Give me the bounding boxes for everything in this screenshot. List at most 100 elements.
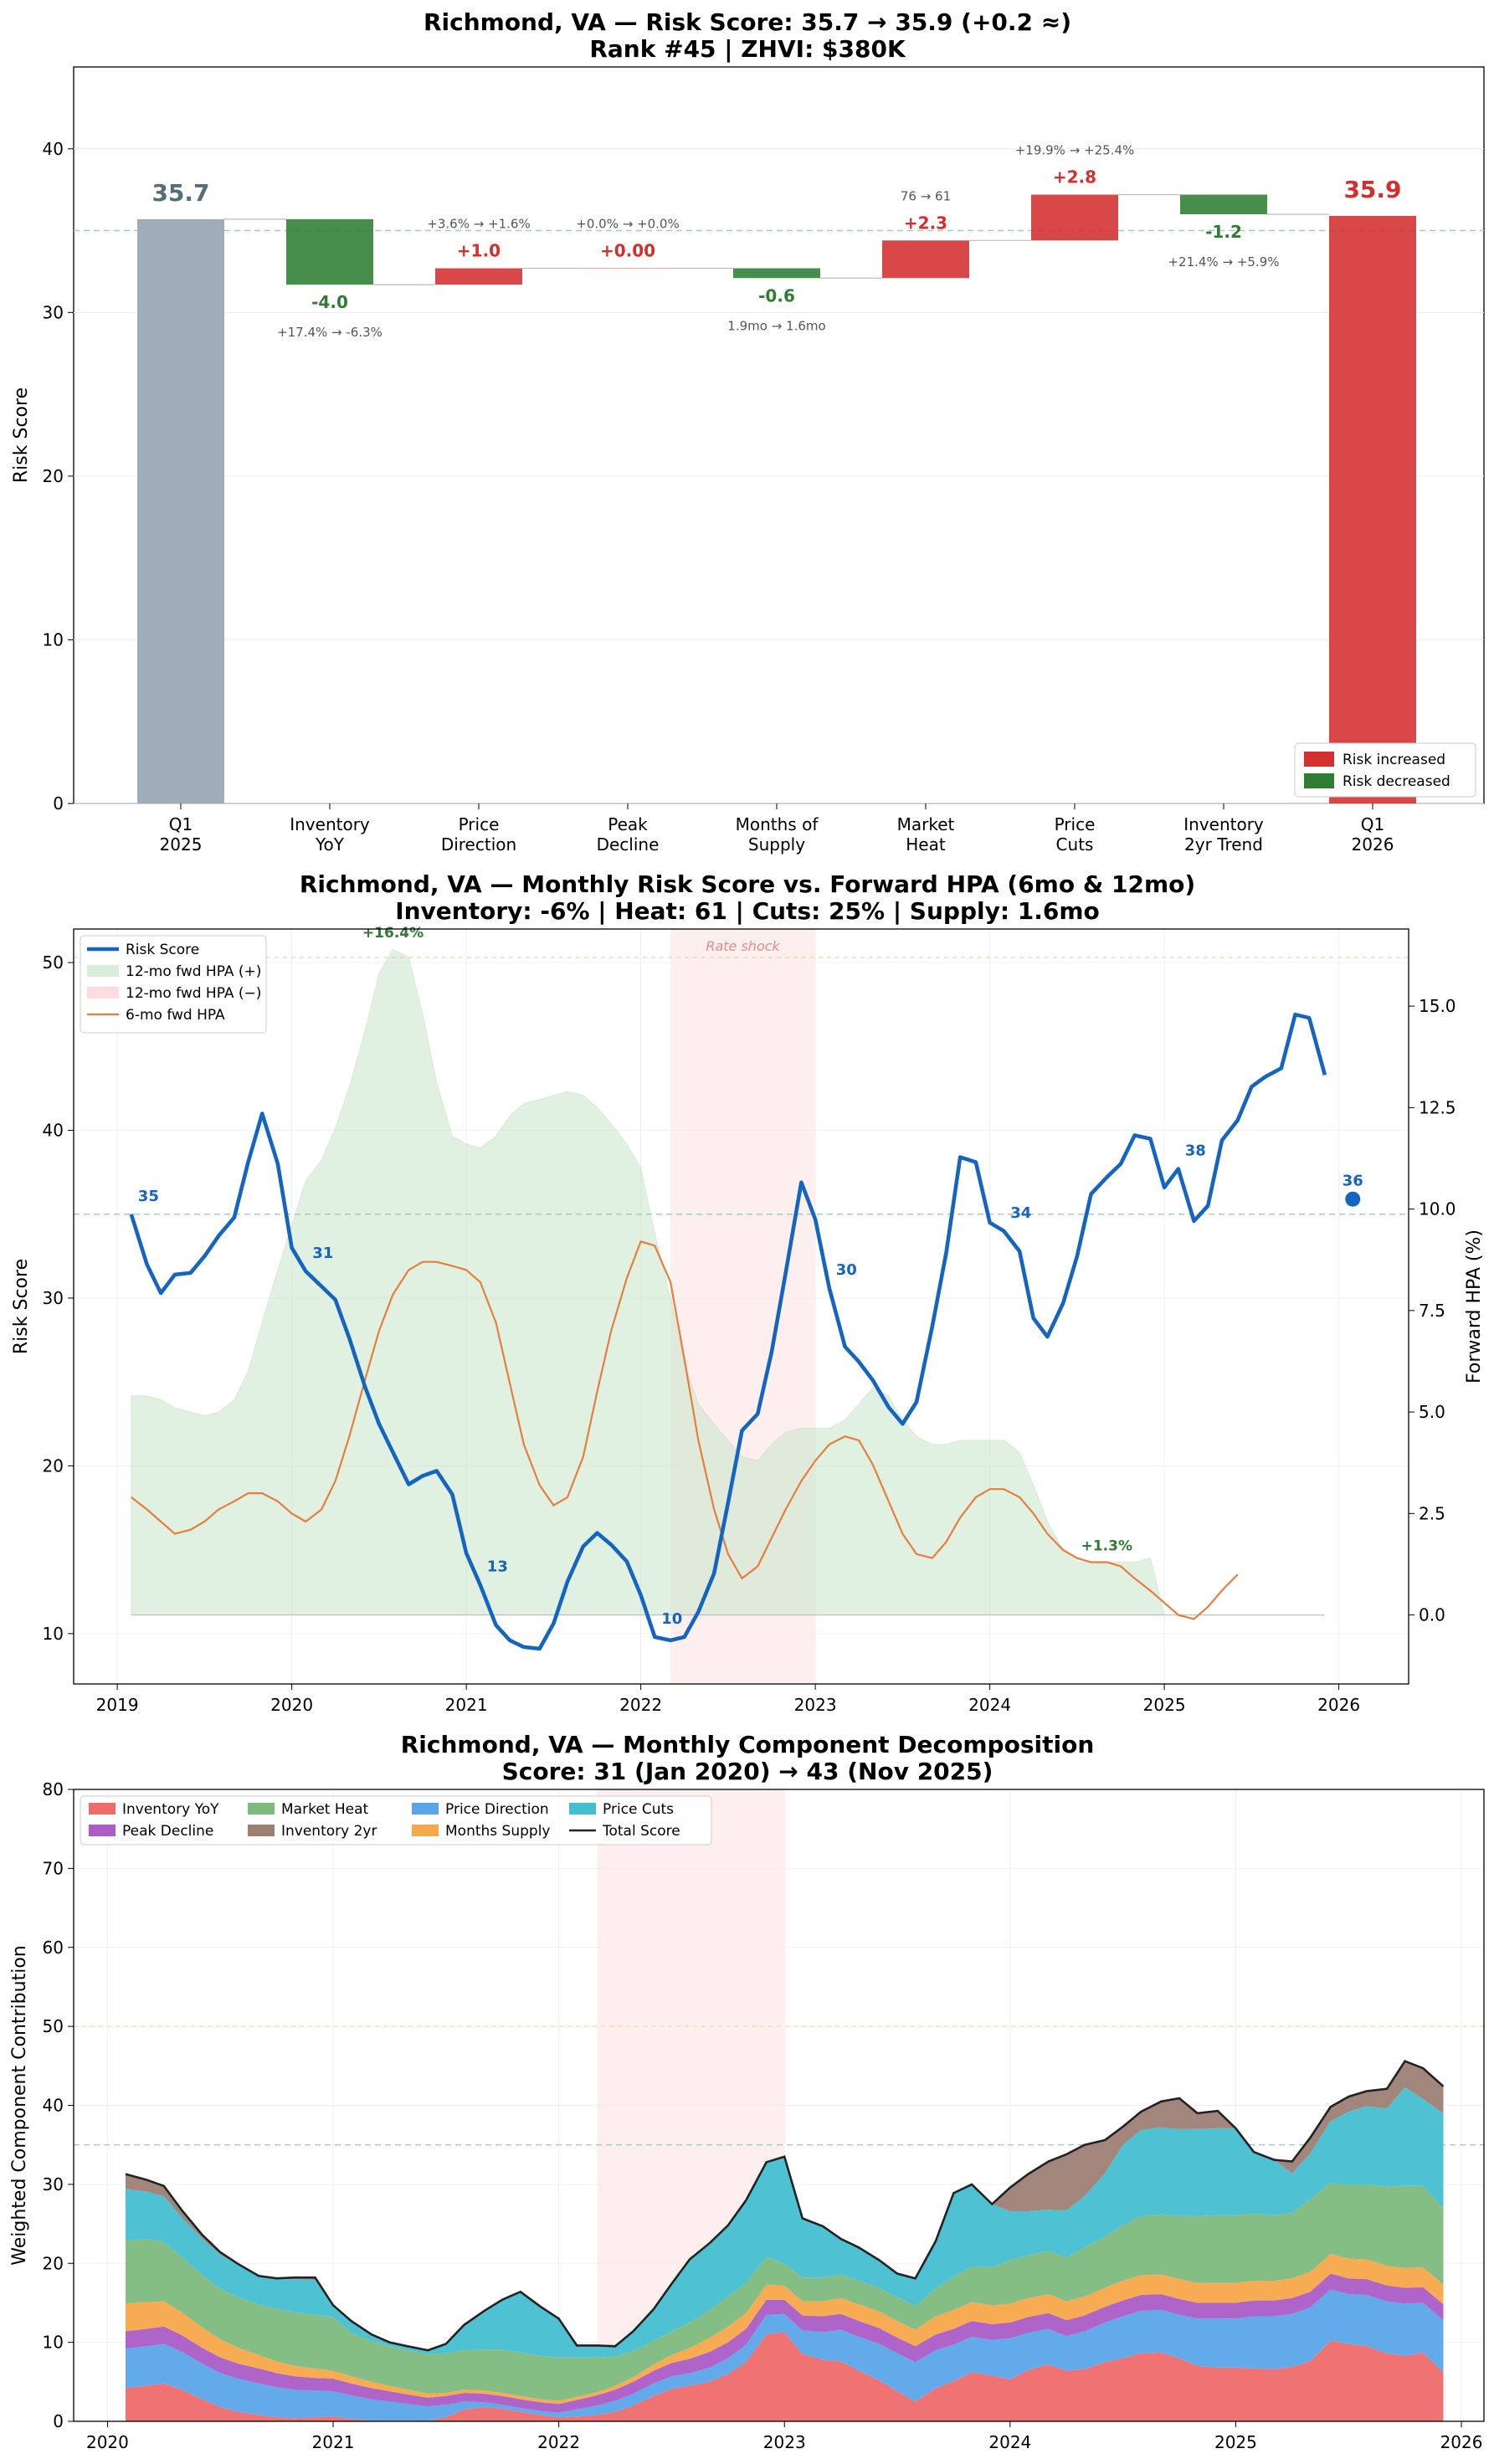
chart2-ylabel: Risk Score: [11, 1259, 32, 1354]
chart3-xtick-label: 2024: [988, 2432, 1031, 2452]
chart2-risk-label: 38: [1185, 1142, 1206, 1160]
chart2-risk-label: 13: [487, 1558, 508, 1576]
chart1-xtick-label: Decline: [597, 834, 660, 855]
chart1-bar: [435, 268, 522, 285]
chart1-subtitle: Rank #45 | ZHVI: $380K: [589, 35, 906, 63]
chart2-legend-label: Risk Score: [126, 942, 199, 958]
chart1-legend-swatch: [1304, 752, 1334, 767]
chart1-xtick-label: Heat: [906, 834, 946, 855]
chart2-y2label: Forward HPA (%): [1464, 1229, 1485, 1383]
chart3-area-inventory-yoy: [126, 2332, 1444, 2421]
chart2-risk-line: [129, 1012, 1327, 1651]
chart3-legend-swatch: [569, 1803, 596, 1815]
chart2-title: Richmond, VA — Monthly Risk Score vs. Fo…: [300, 870, 1195, 898]
chart1-bar: [137, 218, 224, 803]
chart1-legend-swatch: [1304, 773, 1334, 788]
chart1-xtick-label: Q1: [169, 814, 193, 834]
chart2-risk-label: 31: [312, 1245, 333, 1262]
chart1-xtick-label: Direction: [441, 834, 516, 855]
chart3-area-peak-decline: [126, 2273, 1444, 2413]
chart2-legend-label: 12-mo fwd HPA (+): [126, 963, 261, 980]
chart1-ytick-label: 40: [43, 139, 64, 159]
chart3-xtick-label: 2023: [763, 2432, 806, 2452]
chart3-legend-box: [80, 1795, 712, 1845]
chart1-note-label: 76 → 61: [901, 188, 951, 203]
chart1-legend-label: Risk increased: [1343, 752, 1445, 768]
chart2-xtick-label: 2025: [1143, 1695, 1186, 1715]
chart2-hpa6-line: [131, 1240, 1239, 1620]
chart2-y2tick-label: 7.5: [1419, 1301, 1445, 1321]
chart3-legend-label: Peak Decline: [122, 1823, 213, 1840]
chart2-xtick-label: 2026: [1317, 1695, 1360, 1715]
chart2-subtitle: Inventory: -6% | Heat: 61 | Cuts: 25% | …: [395, 897, 1100, 925]
chart3-legend-swatch: [89, 1803, 116, 1815]
chart1-xtick-label: Supply: [748, 834, 805, 855]
chart2-current-point: [1345, 1191, 1361, 1207]
chart1-xtick-label: 2025: [160, 834, 203, 855]
chart1-bar: [286, 218, 373, 285]
chart3-xtick-label: 2020: [86, 2432, 129, 2452]
chart3-legend-swatch: [248, 1825, 275, 1836]
chart2-plot-frame: [73, 928, 1409, 1685]
chart3-legend-swatch: [412, 1803, 439, 1815]
chart2-risk-label: 10: [661, 1610, 682, 1628]
chart2-risk-label: 34: [1010, 1204, 1031, 1222]
chart1-xtick-label: YoY: [315, 834, 345, 855]
chart2-risk-label: 35: [138, 1188, 159, 1205]
chart3-legend-label: Inventory YoY: [122, 1801, 219, 1818]
chart1-xtick-label: 2026: [1352, 834, 1394, 855]
chart3-area-price-direction: [126, 2289, 1444, 2421]
chart3-legend-swatch: [412, 1825, 439, 1836]
chart2-ytick-label: 50: [43, 952, 64, 973]
chart1-ylabel: Risk Score: [11, 388, 32, 483]
chart1-value-label: +2.3: [904, 213, 947, 233]
chart3-legend-swatch: [89, 1825, 116, 1836]
chart1-bar: [1180, 194, 1267, 214]
chart1-legend-box: [1294, 742, 1476, 798]
chart3-legend-label: Price Direction: [445, 1801, 549, 1818]
chart2-xtick-label: 2020: [270, 1695, 313, 1715]
chart2-y2tick-label: 12.5: [1419, 1097, 1456, 1117]
chart2-legend-label: 6-mo fwd HPA: [126, 1007, 225, 1024]
chart2-xtick-label: 2023: [794, 1695, 837, 1715]
chart1-ytick-label: 30: [43, 302, 64, 322]
chart1-value-label: -1.2: [1205, 222, 1242, 242]
chart1-xtick-label: Months of: [736, 814, 819, 834]
chart1-value-label: +0.00: [600, 241, 655, 261]
chart2-legend-label: 12-mo fwd HPA (−): [126, 985, 261, 1002]
chart3-ytick-label: 50: [43, 2016, 64, 2036]
chart1-bar: [584, 268, 671, 270]
chart1-ytick-label: 20: [43, 466, 64, 486]
chart3-area-price-cuts: [126, 2087, 1444, 2358]
chart1-xtick-label: Price: [1055, 814, 1096, 834]
chart1-xtick-label: Price: [459, 814, 500, 834]
chart1-note-label: 1.9mo → 1.6mo: [727, 318, 825, 333]
chart3-ytick-label: 30: [43, 2174, 64, 2194]
chart2-y2tick-label: 10.0: [1419, 1199, 1456, 1219]
chart3-ytick-label: 10: [43, 2333, 64, 2353]
chart1-value-label: 35.7: [151, 179, 209, 207]
chart1-note-label: +19.9% → +25.4%: [1015, 143, 1135, 158]
chart1-note-label: +3.6% → +1.6%: [427, 217, 530, 232]
chart2-risk-label: 36: [1343, 1173, 1363, 1190]
chart3-legend-swatch: [248, 1803, 275, 1815]
chart3-legend-label: Market Heat: [281, 1801, 369, 1818]
chart3-total-line: [125, 2060, 1445, 2352]
chart1-note-label: +21.4% → +5.9%: [1168, 254, 1279, 270]
chart3-area-months-supply: [126, 2253, 1444, 2405]
chart1-xtick-label: Inventory: [290, 814, 370, 834]
chart2-legend-swatch: [87, 987, 119, 998]
chart2-hpa-label: +16.4%: [362, 925, 424, 942]
chart1-value-label: -0.6: [758, 285, 795, 305]
chart2-y2tick-label: 5.0: [1419, 1402, 1445, 1422]
chart1-bar: [882, 240, 969, 279]
chart3-xtick-label: 2021: [312, 2432, 355, 2452]
chart3-ytick-label: 0: [53, 2411, 64, 2431]
chart2-legend-box: [80, 935, 267, 1034]
chart3-xtick-label: 2025: [1214, 2432, 1257, 2452]
chart1-bar: [1031, 194, 1118, 241]
chart2-rate-shock-label: Rate shock: [706, 938, 780, 954]
chart2-xtick-label: 2021: [445, 1695, 488, 1715]
chart1-xtick-label: Q1: [1361, 814, 1384, 834]
